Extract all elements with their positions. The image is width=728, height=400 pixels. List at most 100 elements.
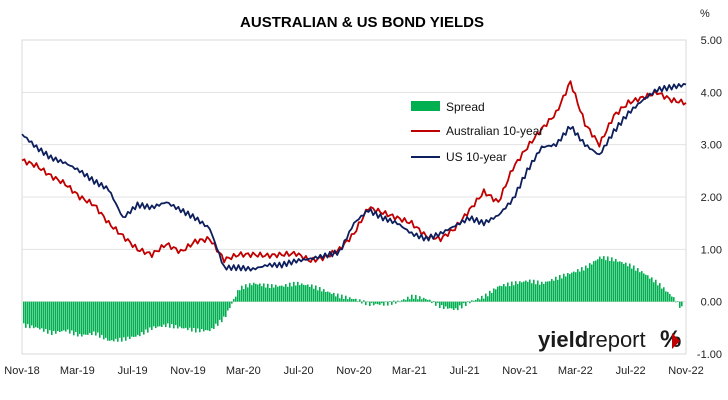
spread-bar xyxy=(247,287,249,302)
spread-bar xyxy=(657,285,659,302)
y-tick-label: 5.00 xyxy=(701,35,722,47)
spread-bar xyxy=(167,301,169,324)
spread-bar xyxy=(351,298,353,302)
spread-bar xyxy=(655,279,657,302)
spread-bar xyxy=(243,289,245,302)
spread-bar xyxy=(615,258,617,302)
spread-bar xyxy=(427,299,429,302)
spread-bar xyxy=(257,284,259,302)
spread-bar xyxy=(439,301,441,309)
y-axis-unit-label: % xyxy=(700,8,710,20)
spread-bar xyxy=(349,297,351,302)
spread-bar xyxy=(199,301,201,333)
spread-bar xyxy=(219,301,221,320)
spread-bar xyxy=(291,286,293,302)
spread-bar xyxy=(345,295,347,302)
spread-bar xyxy=(431,301,433,304)
spread-bar xyxy=(53,301,55,331)
spread-bar xyxy=(267,283,269,302)
spread-bar xyxy=(391,301,393,305)
spread-bar xyxy=(339,298,341,302)
spread-bar xyxy=(521,282,523,302)
spread-bar xyxy=(81,301,83,337)
spread-bar xyxy=(675,301,677,303)
legend-label-spread: Spread xyxy=(446,100,485,114)
x-tick-label: Mar-20 xyxy=(226,365,261,377)
spread-bar xyxy=(225,301,227,318)
spread-bar xyxy=(647,275,649,302)
spread-bar xyxy=(415,294,417,302)
spread-bar xyxy=(525,280,527,302)
spread-bar xyxy=(483,298,485,302)
x-tick-label: Nov-19 xyxy=(170,365,205,377)
spread-bar xyxy=(223,301,225,317)
spread-bar xyxy=(279,285,281,302)
spread-bar xyxy=(501,286,503,302)
spread-bar xyxy=(599,256,601,302)
spread-bars xyxy=(23,256,683,342)
spread-bar xyxy=(277,286,279,302)
spread-bar xyxy=(471,300,473,302)
spread-bar xyxy=(595,260,597,302)
y-tick-label: 1.00 xyxy=(701,244,722,256)
y-axis-ticks: 5.00 4.00 3.00 2.00 1.00 0.00 -1.00 xyxy=(697,35,722,361)
spread-bar xyxy=(303,284,305,302)
spread-bar xyxy=(253,282,255,302)
spread-bar xyxy=(87,301,89,335)
spread-bar xyxy=(591,264,593,302)
spread-bar xyxy=(103,301,105,340)
x-tick-label: Jul-21 xyxy=(450,365,480,377)
spread-bar xyxy=(635,270,637,302)
spread-bar xyxy=(93,301,95,332)
spread-bar xyxy=(385,301,387,303)
spread-bar xyxy=(545,281,547,302)
spread-bar xyxy=(459,301,461,306)
spread-bar xyxy=(47,301,49,334)
spread-bar xyxy=(293,281,295,302)
spread-bar xyxy=(387,301,389,306)
spread-bar xyxy=(341,294,343,302)
spread-bar xyxy=(677,301,679,302)
spread-bar xyxy=(663,287,665,302)
x-tick-label: Nov-21 xyxy=(502,365,537,377)
spread-bar xyxy=(559,274,561,302)
spread-bar xyxy=(175,301,177,326)
spread-bar xyxy=(681,301,683,307)
spread-bar xyxy=(653,282,655,302)
spread-bar xyxy=(305,285,307,302)
spread-bar xyxy=(217,301,219,326)
spread-bar xyxy=(491,293,493,302)
spread-bar xyxy=(623,263,625,302)
spread-bar xyxy=(127,301,129,337)
spread-bar xyxy=(215,301,217,324)
spread-bar xyxy=(335,296,337,302)
spread-bar xyxy=(363,300,365,302)
spread-bar xyxy=(613,261,615,302)
spread-bar xyxy=(645,274,647,302)
spread-bar xyxy=(95,301,97,336)
logo-accent-icon xyxy=(672,333,680,349)
spread-bar xyxy=(575,272,577,302)
spread-bar xyxy=(481,295,483,302)
spread-bar xyxy=(295,285,297,302)
spread-bar xyxy=(209,301,211,332)
spread-bar xyxy=(233,299,235,302)
spread-bar xyxy=(145,301,147,330)
spread-bar xyxy=(511,281,513,302)
spread-bar xyxy=(321,291,323,302)
spread-bar xyxy=(369,301,371,307)
spread-bar xyxy=(139,301,141,337)
spread-bar xyxy=(403,299,405,302)
spread-bar xyxy=(573,271,575,302)
spread-bar xyxy=(355,298,357,302)
spread-bar xyxy=(147,301,149,333)
spread-bar xyxy=(63,301,65,331)
legend-swatch-spread xyxy=(411,101,440,111)
spread-bar xyxy=(419,296,421,302)
spread-bar xyxy=(107,301,109,341)
spread-bar xyxy=(611,257,613,302)
spread-bar xyxy=(79,301,81,334)
spread-bar xyxy=(29,301,31,329)
spread-bar xyxy=(289,282,291,302)
spread-bar xyxy=(493,288,495,302)
